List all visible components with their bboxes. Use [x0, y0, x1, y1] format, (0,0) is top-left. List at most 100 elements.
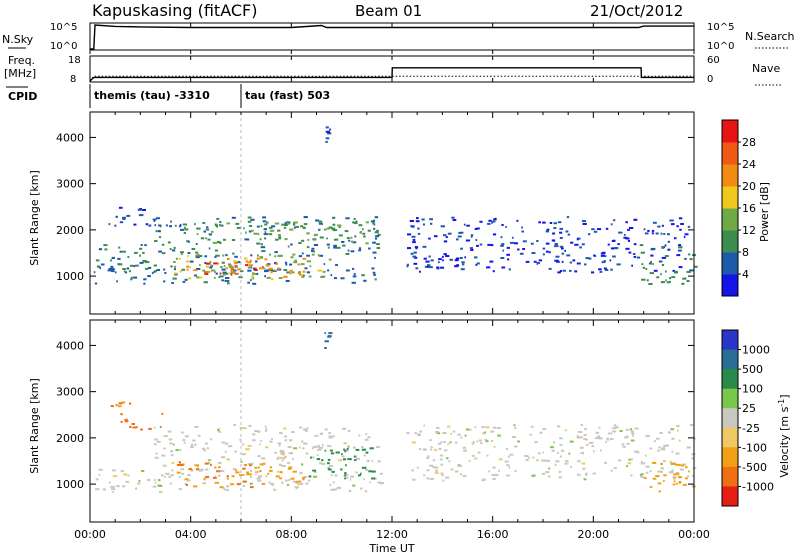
heatmap-cell — [114, 224, 117, 227]
heatmap-cell — [569, 269, 572, 272]
heatmap-cell — [426, 469, 430, 472]
heatmap-cell — [190, 469, 194, 472]
heatmap-cell — [663, 474, 667, 477]
heatmap-cell — [216, 240, 221, 243]
heatmap-cell — [574, 243, 579, 246]
heatmap-cell — [293, 261, 298, 264]
heatmap-cell — [441, 255, 444, 258]
heatmap-cell — [325, 130, 330, 133]
heatmap-cell — [283, 269, 288, 271]
heatmap-cell — [203, 449, 207, 452]
heatmap-cell — [259, 267, 262, 270]
heatmap-cell — [203, 230, 206, 233]
heatmap-cell — [215, 224, 218, 227]
heatmap-cell — [445, 255, 450, 257]
heatmap-cell — [661, 256, 667, 259]
heatmap-cell — [569, 440, 574, 443]
heatmap-cell — [474, 457, 478, 460]
heatmap-cell — [274, 222, 280, 225]
heatmap-cell — [533, 260, 537, 263]
heatmap-cell — [666, 281, 670, 284]
heatmap-cell — [252, 282, 257, 285]
heatmap-cell — [428, 255, 431, 258]
heatmap-cell — [153, 220, 156, 222]
heatmap-cell — [611, 427, 617, 430]
heatmap-cell — [251, 439, 256, 442]
heatmap-cell — [648, 283, 653, 285]
heatmap-cell — [498, 469, 500, 472]
heatmap-cell — [298, 242, 302, 244]
heatmap-cell — [443, 240, 448, 243]
heatmap-cell — [188, 240, 190, 243]
heatmap-cell — [110, 259, 112, 262]
heatmap-cell — [203, 281, 208, 284]
heatmap-cell — [259, 256, 263, 259]
heatmap-cell — [681, 282, 685, 285]
heatmap-cell — [375, 237, 378, 240]
heatmap-cell — [268, 469, 273, 472]
station-title: Kapuskasing (fitACF) — [92, 1, 257, 20]
heatmap-cell — [199, 264, 201, 266]
heatmap-cell — [344, 474, 346, 477]
heatmap-cell — [679, 228, 682, 231]
heatmap-cell — [186, 265, 190, 268]
heatmap-cell — [244, 238, 249, 241]
y-tick-label: 1000 — [56, 270, 84, 283]
heatmap-cell — [689, 258, 693, 261]
heatmap-cell — [628, 251, 632, 254]
heatmap-cell — [479, 243, 483, 246]
heatmap-cell — [332, 481, 335, 484]
heatmap-cell — [206, 270, 211, 273]
heatmap-cell — [471, 454, 475, 457]
heatmap-cell — [659, 431, 663, 434]
heatmap-cell — [656, 437, 660, 440]
heatmap-cell — [538, 221, 541, 224]
heatmap-cell — [353, 273, 356, 276]
heatmap-cell — [436, 426, 440, 429]
heatmap-cell — [374, 256, 376, 259]
heatmap-cell — [469, 428, 472, 431]
heatmap-cell — [247, 281, 250, 284]
heatmap-cell — [170, 454, 174, 457]
sky-right-tick-top: 10^5 — [707, 22, 734, 33]
heatmap-cell — [247, 216, 252, 219]
heatmap-cell — [565, 460, 569, 462]
heatmap-cell — [660, 463, 663, 465]
heatmap-cell — [222, 487, 226, 490]
heatmap-cell — [660, 467, 664, 470]
time-tick-label: 20:00 — [577, 528, 609, 541]
heatmap-cell — [693, 265, 698, 268]
heatmap-cell — [108, 223, 111, 226]
heatmap-cell — [125, 418, 128, 421]
heatmap-cell — [687, 225, 691, 228]
heatmap-cell — [95, 488, 100, 491]
heatmap-cell — [321, 459, 324, 462]
heatmap-cell — [315, 219, 320, 222]
heatmap-cell — [576, 238, 579, 241]
heatmap-cell — [311, 247, 315, 250]
heatmap-cell — [184, 478, 189, 481]
heatmap-cell — [250, 475, 252, 478]
heatmap-cell — [668, 277, 672, 280]
heatmap-cell — [371, 267, 375, 270]
heatmap-cell — [142, 260, 147, 262]
heatmap-cell — [352, 275, 357, 278]
heatmap-cell — [249, 464, 252, 467]
heatmap-cell — [266, 264, 270, 267]
heatmap-cell — [469, 247, 473, 250]
heatmap-cell — [171, 469, 174, 472]
heatmap-cell — [277, 470, 282, 473]
heatmap-cell — [614, 247, 619, 250]
heatmap-cell — [606, 437, 609, 440]
heatmap-cell — [581, 220, 587, 223]
heatmap-cell — [613, 424, 617, 427]
heatmap-cell — [630, 458, 633, 461]
heatmap-cell — [658, 446, 662, 449]
heatmap-cell — [126, 267, 130, 270]
heatmap-cell — [281, 459, 284, 462]
heatmap-cell — [653, 269, 658, 272]
heatmap-cell — [288, 479, 291, 481]
heatmap-cell — [225, 277, 230, 279]
heatmap-cell — [470, 235, 473, 238]
heatmap-cell — [264, 425, 267, 428]
